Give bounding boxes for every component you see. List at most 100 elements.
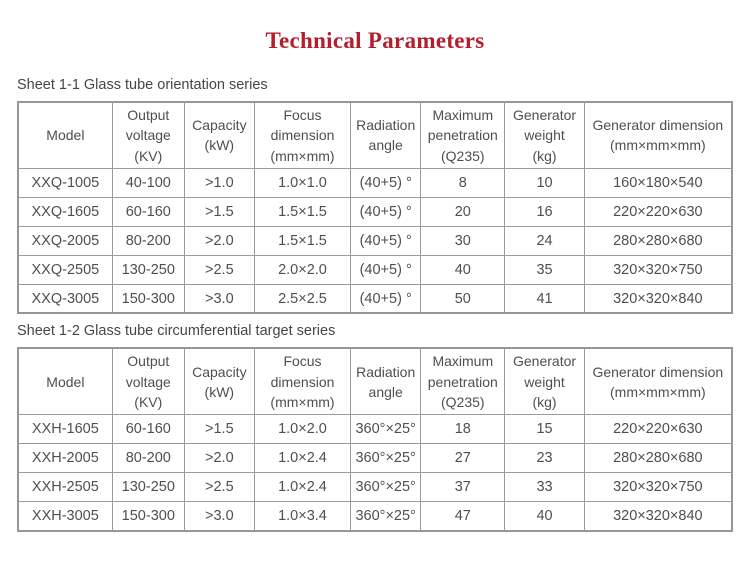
table-cell: 360°×25° bbox=[350, 472, 422, 503]
table-cell: 130-250 bbox=[111, 472, 185, 503]
table-row: XXH-1605 60-160 >1.5 1.0×2.0 360°×25° 18 15 220… bbox=[17, 414, 733, 445]
column-header: Generator dimension (mm×mm×mm) bbox=[583, 347, 733, 416]
table-cell: (40+5) ° bbox=[350, 283, 422, 314]
table-cell: 80-200 bbox=[111, 225, 185, 256]
table-cell: XXH-2005 bbox=[17, 443, 113, 474]
table-cell: 15 bbox=[504, 414, 585, 445]
table-cell: 220×220×630 bbox=[583, 196, 733, 227]
table-cell: 280×280×680 bbox=[583, 443, 733, 474]
table-cell: 23 bbox=[504, 443, 585, 474]
table-cell: 150-300 bbox=[111, 283, 185, 314]
table-cell: >1.5 bbox=[183, 196, 255, 227]
column-header: Focus dimension (mm×mm) bbox=[253, 347, 352, 416]
column-header: Model bbox=[17, 101, 113, 169]
table-cell: 41 bbox=[504, 283, 585, 314]
header-row: Model Output voltage (KV) Capacity (kW) Foc… bbox=[17, 347, 733, 416]
table-cell: 60-160 bbox=[111, 414, 185, 445]
table-cell: 2.0×2.0 bbox=[253, 254, 352, 285]
table-cell: 1.5×1.5 bbox=[253, 196, 352, 227]
column-header: Radiation angle bbox=[350, 347, 422, 416]
table-row: XXQ-2005 80-200 >2.0 1.5×1.5 (40+5) ° 30 24 280… bbox=[17, 225, 733, 256]
table-cell: 27 bbox=[420, 443, 506, 474]
column-header: Generator weight (kg) bbox=[504, 101, 585, 169]
column-header: Output voltage (KV) bbox=[111, 347, 185, 416]
table-cell: >1.5 bbox=[183, 414, 255, 445]
table-cell: >2.0 bbox=[183, 225, 255, 256]
table-cell: 2.5×2.5 bbox=[253, 283, 352, 314]
table-cell: (40+5) ° bbox=[350, 225, 422, 256]
column-header: Radiation angle bbox=[350, 101, 422, 169]
table-cell: XXH-2505 bbox=[17, 472, 113, 503]
table-cell: XXQ-3005 bbox=[17, 283, 113, 314]
glass-tube-orientation-table: Model Output voltage (KV) Capacity (kW) Foc… bbox=[17, 101, 733, 315]
table-cell: 360°×25° bbox=[350, 414, 422, 445]
page: Technical Parameters Sheet 1-1 Glass tub… bbox=[0, 27, 750, 532]
table-cell: 10 bbox=[504, 167, 585, 198]
table-cell: 1.0×2.0 bbox=[253, 414, 352, 445]
table-cell: 47 bbox=[420, 501, 506, 532]
table-cell: 80-200 bbox=[111, 443, 185, 474]
table-row: XXQ-1005 40-100 >1.0 1.0×1.0 (40+5) ° 8 10 160×… bbox=[17, 167, 733, 198]
table-cell: >2.0 bbox=[183, 443, 255, 474]
glass-tube-circumferential-table: Model Output voltage (KV) Capacity (kW) Foc… bbox=[17, 347, 733, 532]
table-cell: 320×320×840 bbox=[583, 283, 733, 314]
table-cell: 320×320×750 bbox=[583, 254, 733, 285]
column-header: Capacity (kW) bbox=[183, 347, 255, 416]
table-cell: 40 bbox=[420, 254, 506, 285]
table-cell: 40-100 bbox=[111, 167, 185, 198]
table-cell: 280×280×680 bbox=[583, 225, 733, 256]
table-cell: 1.0×2.4 bbox=[253, 443, 352, 474]
table-row: XXQ-1605 60-160 >1.5 1.5×1.5 (40+5) ° 20 16 220… bbox=[17, 196, 733, 227]
header-row: Model Output voltage (KV) Capacity (kW) Foc… bbox=[17, 101, 733, 169]
table-cell: (40+5) ° bbox=[350, 254, 422, 285]
table-cell: XXQ-2505 bbox=[17, 254, 113, 285]
table-cell: 160×180×540 bbox=[583, 167, 733, 198]
table-cell: 18 bbox=[420, 414, 506, 445]
table-row: XXQ-2505 130-250 >2.5 2.0×2.0 (40+5) ° 40 35 32… bbox=[17, 254, 733, 285]
column-header: Generator dimension (mm×mm×mm) bbox=[583, 101, 733, 169]
column-header: Output voltage (KV) bbox=[111, 101, 185, 169]
sheet-1-1-caption: Sheet 1-1 Glass tube orientation series bbox=[17, 77, 268, 93]
table-cell: 1.0×1.0 bbox=[253, 167, 352, 198]
table-cell: >3.0 bbox=[183, 283, 255, 314]
table-cell: XXQ-1005 bbox=[17, 167, 113, 198]
table-row: XXH-2505 130-250 >2.5 1.0×2.4 360°×25° 37 33 32… bbox=[17, 472, 733, 503]
table-cell: >2.5 bbox=[183, 254, 255, 285]
column-header: Maximum penetration (Q235) bbox=[420, 347, 506, 416]
table-cell: 16 bbox=[504, 196, 585, 227]
column-header: Generator weight (kg) bbox=[504, 347, 585, 416]
table-cell: 35 bbox=[504, 254, 585, 285]
table-cell: 220×220×630 bbox=[583, 414, 733, 445]
table-cell: 40 bbox=[504, 501, 585, 532]
table-cell: 8 bbox=[420, 167, 506, 198]
column-header: Model bbox=[17, 347, 113, 416]
table-cell: 360°×25° bbox=[350, 443, 422, 474]
table-cell: 320×320×840 bbox=[583, 501, 733, 532]
table-cell: 60-160 bbox=[111, 196, 185, 227]
column-header: Focus dimension (mm×mm) bbox=[253, 101, 352, 169]
table-cell: 37 bbox=[420, 472, 506, 503]
table-cell: 33 bbox=[504, 472, 585, 503]
table-cell: 50 bbox=[420, 283, 506, 314]
table-cell: XXQ-1605 bbox=[17, 196, 113, 227]
table-cell: XXQ-2005 bbox=[17, 225, 113, 256]
column-header: Maximum penetration (Q235) bbox=[420, 101, 506, 169]
table-cell: 1.0×3.4 bbox=[253, 501, 352, 532]
table-cell: 130-250 bbox=[111, 254, 185, 285]
table-row: XXH-3005 150-300 >3.0 1.0×3.4 360°×25° 47 40 32… bbox=[17, 501, 733, 532]
table-cell: >3.0 bbox=[183, 501, 255, 532]
table-cell: XXH-3005 bbox=[17, 501, 113, 532]
table-cell: 24 bbox=[504, 225, 585, 256]
table-cell: (40+5) ° bbox=[350, 167, 422, 198]
table-cell: 1.0×2.4 bbox=[253, 472, 352, 503]
table-cell: 150-300 bbox=[111, 501, 185, 532]
table-cell: (40+5) ° bbox=[350, 196, 422, 227]
table-cell: 360°×25° bbox=[350, 501, 422, 532]
column-header: Capacity (kW) bbox=[183, 101, 255, 169]
page-title: Technical Parameters bbox=[265, 28, 485, 53]
table-cell: >1.0 bbox=[183, 167, 255, 198]
sheet-1-2-caption: Sheet 1-2 Glass tube circumferential tar… bbox=[17, 323, 336, 340]
table-cell: XXH-1605 bbox=[17, 414, 113, 445]
sheet-1-1-section: Sheet 1-1 Glass tube orientation series … bbox=[17, 77, 733, 315]
table-cell: 1.5×1.5 bbox=[253, 225, 352, 256]
